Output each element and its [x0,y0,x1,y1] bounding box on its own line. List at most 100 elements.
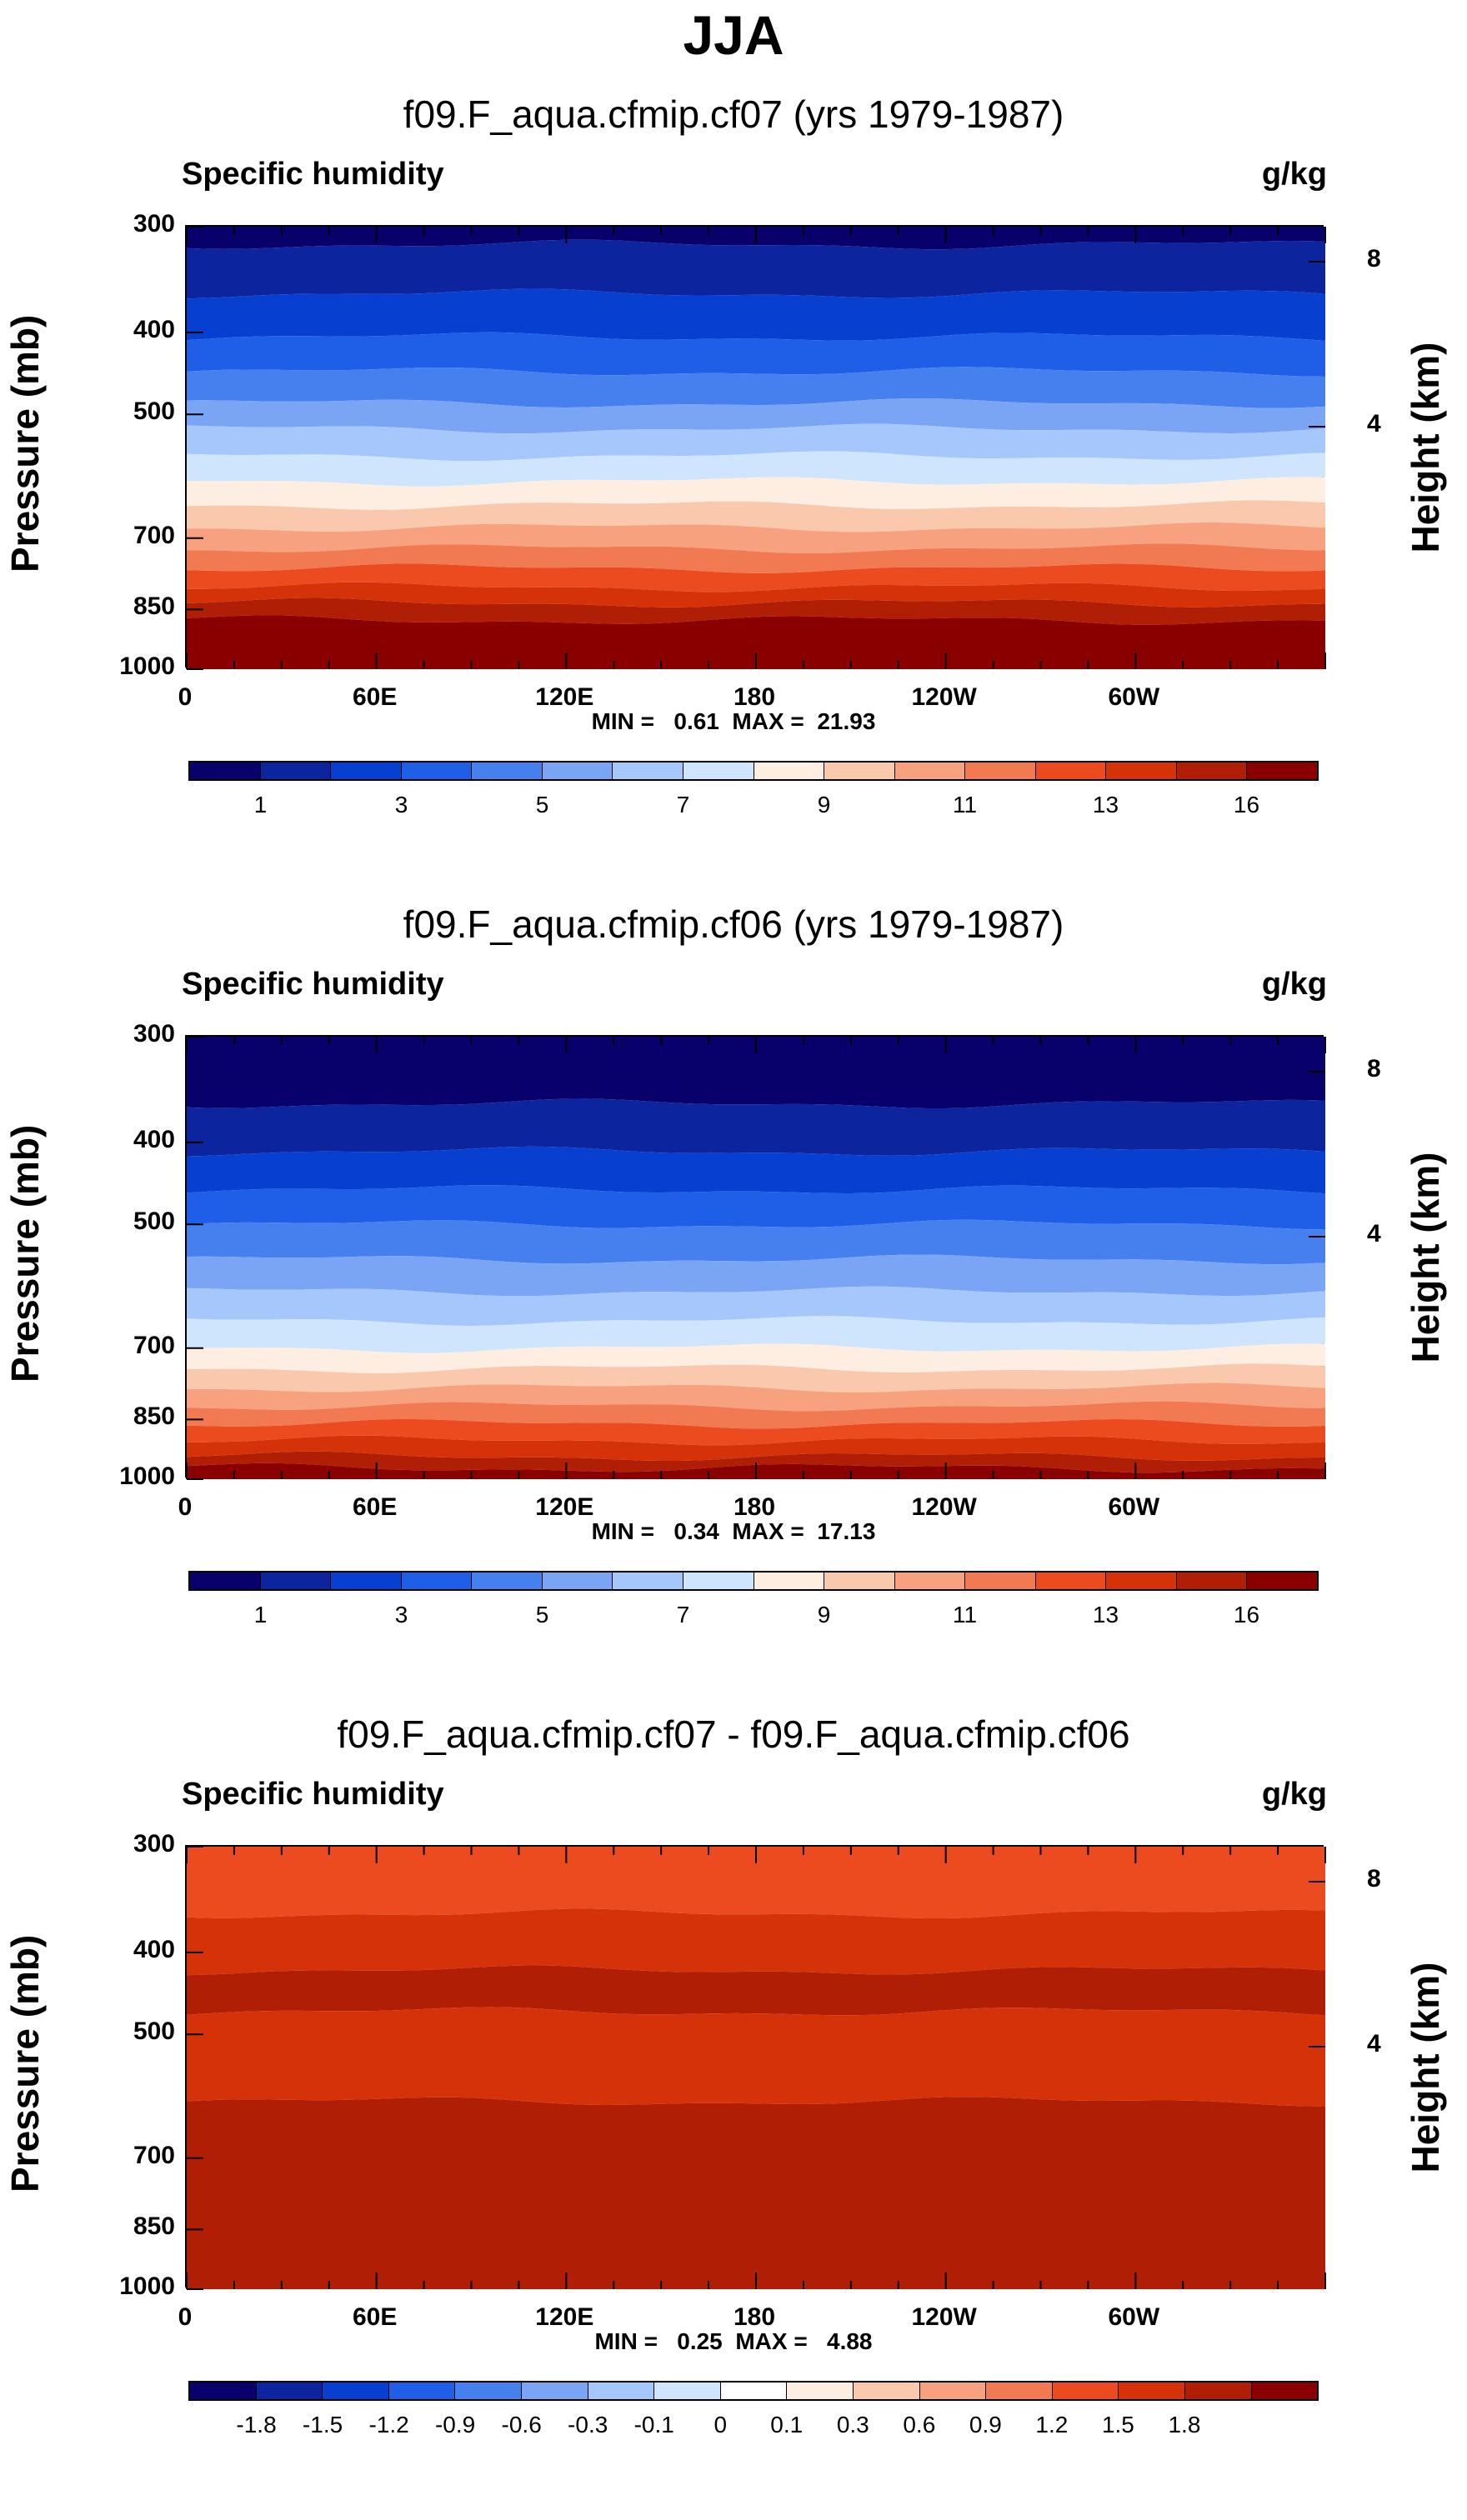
colorbar-box [521,2382,588,2399]
colorbar-box [388,2382,456,2399]
y-tick-label: 850 [133,2212,175,2241]
contour-band [187,1419,1325,1446]
contour-band [187,2007,1325,2107]
contour-band [187,1219,1325,1265]
colorbar-label: 1 [253,1602,268,1628]
y-tick-label: 850 [133,592,175,621]
main-title: JJA [683,4,784,66]
colorbar-label: 1.2 [1035,2412,1069,2438]
colorbar-label: 11 [952,792,978,818]
colorbar-box [1176,1572,1248,1589]
colorbar [188,761,1319,781]
contour-band [187,1401,1325,1429]
colorbar-label: 9 [817,792,831,818]
colorbar-box [824,1572,895,1589]
plot-area [185,1035,1326,1480]
contour-band [187,1146,1325,1194]
contour-band [187,582,1325,608]
contour-band [187,239,1325,299]
colorbar-box [683,762,754,779]
colorbar-box [824,762,895,779]
y-tick-label: 1000 [119,1462,175,1490]
contour-band [187,398,1325,434]
colorbar-box [965,762,1036,779]
contour-band [187,1847,1325,1918]
y-tick-label: 1000 [119,652,175,680]
colorbar-box [190,762,261,779]
min-max-readout: MIN = 0.25 MAX = 4.88 [594,2328,873,2354]
x-tick-label: 60W [1108,683,1160,711]
contour-band [187,451,1325,487]
contour-band [187,477,1325,510]
colorbar-label: -0.6 [501,2412,542,2438]
colorbar-box [190,2382,257,2399]
colorbar-box [613,762,683,779]
colorbar-label: 3 [394,1602,408,1628]
contour-band [187,598,1325,625]
pressure-axis-title: Pressure (mb) [3,314,47,572]
contour-band [187,500,1325,532]
colorbar-box [1052,2382,1119,2399]
colorbar-label: 9 [817,1602,831,1628]
contour-band [187,1908,1325,1976]
x-tick-label: 60E [352,2303,398,2331]
contour-band [187,1343,1325,1373]
x-tick-label: 60E [352,683,398,711]
colorbar-box [1251,2382,1318,2399]
contour-band [187,1037,1325,1108]
colorbar-box [853,2382,920,2399]
x-tick-label: 0 [178,683,193,711]
colorbar-box [331,762,402,779]
pressure-axis-title: Pressure (mb) [3,1934,47,2192]
x-tick-label: 180 [733,1493,776,1521]
colorbar-box [894,762,966,779]
right-tick-label: 4 [1367,2030,1381,2058]
right-tick-label: 4 [1367,410,1381,438]
colorbar-box [401,1572,473,1589]
colorbar-box [787,2382,854,2399]
colorbar [188,2381,1319,2401]
colorbar-box [1119,2382,1185,2399]
contour-band [187,615,1325,669]
contour-field [186,1036,1326,1480]
colorbar-label: -0.9 [434,2412,476,2438]
colorbar-box [1035,762,1107,779]
units-label: g/kg [1261,967,1327,1002]
chart-panel-3: f09.F_aqua.cfmip.cf07 - f09.F_aqua.cfmip… [0,1712,1467,2520]
colorbar-label: 13 [1092,792,1119,818]
contour-band [187,1254,1325,1297]
y-tick-label: 400 [133,1935,175,1963]
y-tick-label: 400 [133,1125,175,1153]
colorbar-box [542,762,613,779]
right-tick-label: 8 [1367,1055,1381,1082]
colorbar-box [613,1572,683,1589]
panel-title: f09.F_aqua.cfmip.cf07 (yrs 1979-1987) [403,92,1064,136]
colorbar-label: 5 [535,1602,549,1628]
colorbar-box [455,2382,522,2399]
colorbar-label: 1 [253,792,268,818]
units-label: g/kg [1261,157,1327,192]
min-max-readout: MIN = 0.61 MAX = 21.93 [591,708,876,734]
variable-label: Specific humidity [182,967,444,1002]
contour-band [187,288,1325,341]
colorbar-box [986,2382,1053,2399]
y-tick-label: 500 [133,1208,175,1236]
colorbar-box [1247,762,1317,779]
x-tick-label: 60E [352,1493,398,1521]
panel-title: f09.F_aqua.cfmip.cf07 - f09.F_aqua.cfmip… [337,1712,1130,1756]
x-tick-label: 60W [1108,1493,1160,1521]
contour-band [187,2097,1325,2289]
x-tick-label: 180 [733,683,776,711]
colorbar-label: 1.5 [1101,2412,1134,2438]
y-tick-label: 500 [133,2018,175,2046]
colorbar-box [1035,1572,1107,1589]
x-tick-label: 0 [178,2303,193,2331]
colorbar-label: -0.3 [568,2412,608,2438]
colorbar [188,1571,1319,1591]
x-tick-label: 180 [733,2303,776,2331]
colorbar-box [720,2382,788,2399]
height-axis-title: Height (km) [1404,342,1447,553]
x-tick-label: 120E [535,683,594,711]
contour-band [187,1435,1325,1461]
contour-band [187,1185,1325,1230]
